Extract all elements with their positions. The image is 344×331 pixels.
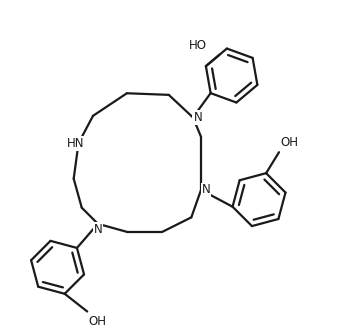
Text: N: N — [94, 223, 102, 236]
Text: OH: OH — [89, 315, 107, 328]
Text: N: N — [193, 111, 202, 124]
Text: OH: OH — [281, 136, 299, 149]
Text: HO: HO — [189, 38, 207, 52]
Text: N: N — [202, 183, 210, 197]
Text: HN: HN — [66, 137, 84, 150]
